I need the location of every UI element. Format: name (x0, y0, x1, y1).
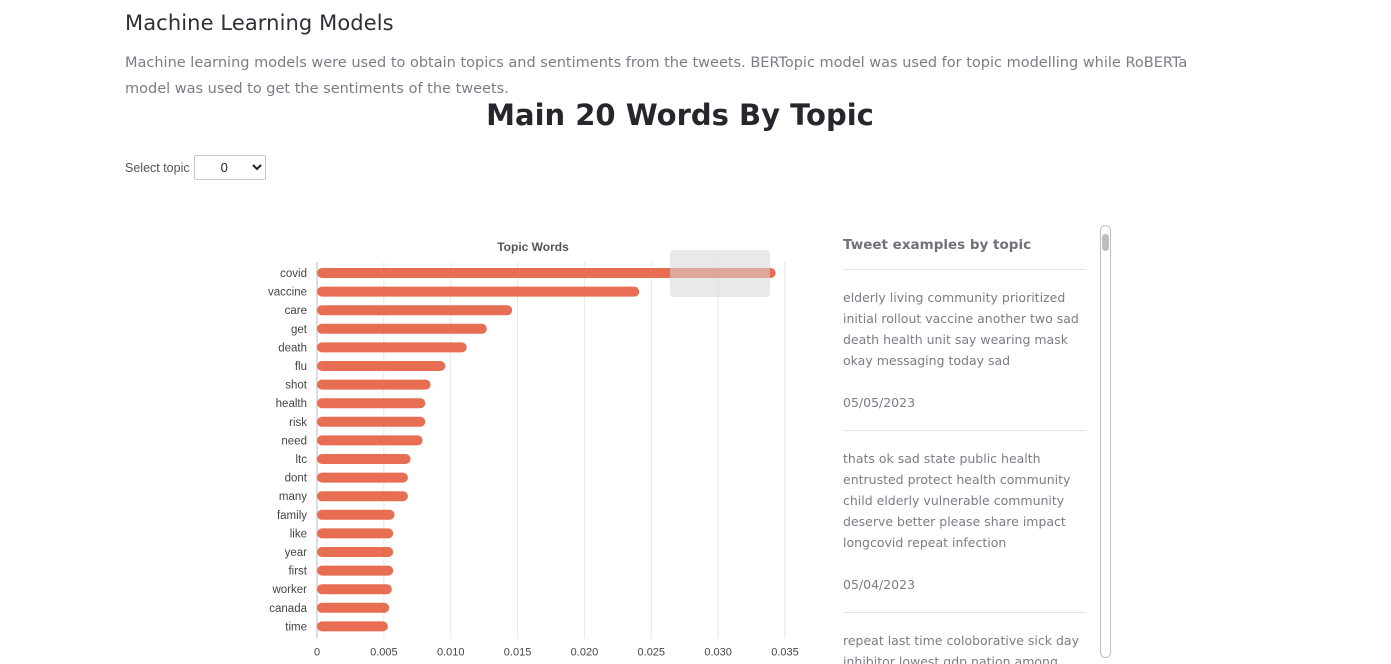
bar (317, 509, 395, 520)
y-tick-label: death (278, 342, 307, 354)
bar (317, 491, 408, 502)
tweets-scrollbar[interactable] (1100, 225, 1111, 658)
y-tick-label: need (281, 435, 307, 447)
y-tick-label: canada (269, 603, 307, 615)
chart-title: Topic Words (497, 240, 569, 254)
bar (317, 398, 426, 409)
y-tick-label: get (291, 324, 308, 336)
y-tick-label: year (285, 547, 308, 559)
topic-select[interactable]: 0 (193, 155, 266, 180)
y-tick-label: shot (285, 380, 308, 392)
y-tick-label: vaccine (268, 287, 307, 299)
y-tick-label: risk (289, 417, 307, 429)
bar (317, 268, 776, 278)
tweet-list: elderly living community prioritized ini… (843, 270, 1113, 664)
bar (317, 323, 487, 334)
bar (317, 528, 394, 539)
y-tick-label: covid (280, 268, 307, 280)
topic-select-label: Select topic (125, 160, 190, 175)
tweet-item: repeat last time coloborative sick day i… (843, 613, 1086, 664)
y-tick-label: first (288, 566, 307, 578)
tweet-text: repeat last time coloborative sick day i… (843, 633, 1079, 664)
tweets-divider (843, 269, 1086, 270)
bar (317, 565, 394, 576)
y-tick-label: worker (271, 584, 307, 596)
tweets-scrollbar-thumb[interactable] (1102, 234, 1109, 251)
y-tick-label: family (277, 510, 307, 522)
topic-words-chart: Topic Words 0 0.005 0.010 0.015 0.020 0.025 0.0… (268, 240, 799, 658)
x-tick-label: 0.025 (638, 646, 666, 658)
bar (317, 547, 394, 557)
bar (317, 286, 640, 297)
bar (317, 621, 388, 632)
section-description: Machine learning models were used to obt… (125, 55, 1188, 97)
chart-page-title: Main 20 Words By Topic (486, 98, 874, 132)
bar (317, 454, 411, 464)
y-tick-label: care (285, 305, 307, 317)
tweet-item: elderly living community prioritized ini… (843, 270, 1086, 431)
y-tick-label: health (276, 398, 307, 410)
y-tick-label: dont (285, 473, 308, 485)
bar (317, 342, 467, 353)
tweet-date: 05/05/2023 (843, 395, 916, 410)
bar (317, 602, 390, 613)
x-tick-label: 0.020 (571, 646, 599, 658)
bar (317, 472, 408, 483)
bar (317, 435, 423, 446)
tweet-item: thats ok sad state public health entrust… (843, 431, 1086, 613)
bar (317, 305, 513, 316)
y-tick-label: like (290, 528, 307, 540)
tweets-panel-title: Tweet examples by topic (843, 237, 1032, 253)
x-tick-label: 0 (314, 646, 320, 658)
x-tick-label: 0.010 (437, 646, 465, 658)
x-tick-label: 0.005 (370, 646, 398, 658)
y-tick-label: many (279, 491, 307, 503)
chart-tooltip (670, 250, 770, 297)
y-tick-label: time (285, 621, 307, 633)
x-tick-label: 0.035 (771, 646, 799, 658)
y-tick-label: flu (295, 361, 307, 373)
bar (317, 584, 392, 595)
x-tick-label: 0.015 (504, 646, 532, 658)
x-tick-label: 0.030 (704, 646, 732, 658)
y-tick-label: ltc (296, 454, 308, 466)
section-title: Machine Learning Models (125, 11, 394, 35)
tweet-text: thats ok sad state public health entrust… (843, 451, 1071, 550)
tweet-date: 05/04/2023 (843, 577, 916, 592)
bar (317, 361, 446, 371)
tweet-examples-panel: Tweet examples by topic elderly living c… (843, 225, 1113, 664)
tweet-text: elderly living community prioritized ini… (843, 290, 1079, 368)
bar (317, 379, 431, 390)
bar (317, 416, 426, 427)
topic-selector: Select topic 0 (125, 155, 266, 180)
